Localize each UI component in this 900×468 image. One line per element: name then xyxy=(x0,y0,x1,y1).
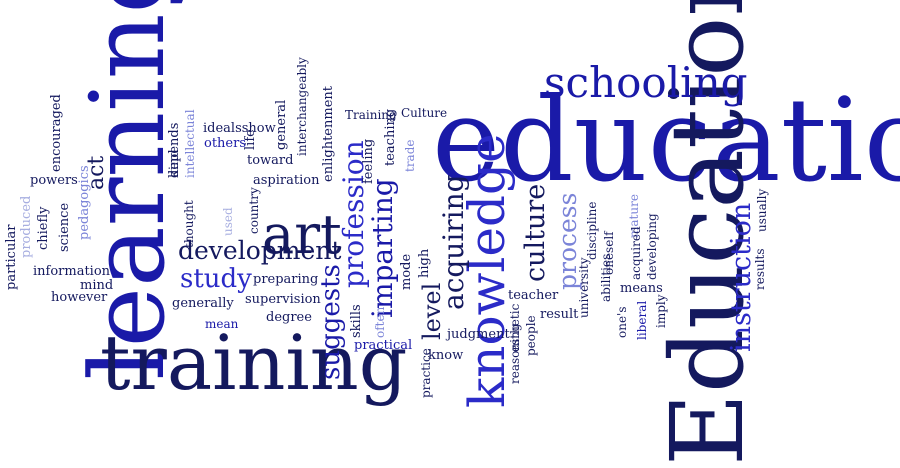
word-encouraged: aspiration xyxy=(253,173,320,188)
word-general: trade xyxy=(403,139,417,173)
word-pedagogics: toward xyxy=(247,153,294,168)
word-art: art xyxy=(262,203,342,266)
word-preparing: preparing xyxy=(253,272,319,287)
word-reasoning: teacher xyxy=(508,288,559,303)
word-thought: teaching xyxy=(383,108,398,166)
word-mode: know xyxy=(428,348,464,363)
word-used: Culture xyxy=(401,106,448,120)
word-teaching: practical xyxy=(354,338,413,353)
word-feeling: often xyxy=(373,306,387,338)
word-schooling: schooling xyxy=(544,58,748,107)
word-idealsshow: particular xyxy=(4,224,19,290)
word-supervision: supervision xyxy=(245,292,321,307)
word-enlightenment: high xyxy=(417,248,432,278)
word-developing: developing xyxy=(645,213,659,280)
word-culture-capital: intellectual xyxy=(183,109,197,178)
word-imparting: imparting xyxy=(366,178,399,318)
word-mind: mind xyxy=(80,278,114,293)
word-training-capital: others xyxy=(204,136,247,151)
word-particular: thought xyxy=(182,200,196,248)
word-know: encouraged xyxy=(49,94,64,172)
word-instruction: instruction xyxy=(726,202,757,352)
word-liberal: liberal xyxy=(635,300,649,340)
word-science: interchangeably xyxy=(295,57,309,156)
word-others: produced xyxy=(19,195,34,258)
word-mean: mean xyxy=(205,317,239,331)
word-university: discipline xyxy=(585,201,599,260)
word-life: Training xyxy=(345,108,397,122)
word-people: university xyxy=(577,257,591,318)
word-interchangeably: mode xyxy=(399,253,414,290)
word-practice: people xyxy=(524,315,538,356)
word-abilities: means xyxy=(620,281,663,296)
word-often: esthetic xyxy=(508,303,522,352)
word-esthetic: result xyxy=(540,307,579,322)
word-ones: one's xyxy=(615,306,629,338)
word-results: results xyxy=(753,248,767,290)
word-result: idealsshow xyxy=(203,121,276,136)
word-teacher: kind xyxy=(167,149,182,178)
word-study: study xyxy=(180,264,252,294)
word-education: education xyxy=(432,74,900,208)
word-generally: generally xyxy=(172,296,234,311)
word-intellectual: feeling xyxy=(361,138,376,184)
word-high: judgment xyxy=(447,327,510,342)
word-however: however xyxy=(51,290,108,305)
word-culture: culture xyxy=(520,183,551,282)
word-powers: powers xyxy=(30,173,78,188)
word-kind: country xyxy=(247,187,261,234)
word-information: information xyxy=(33,264,111,279)
word-trade: practice xyxy=(419,348,433,398)
word-mature: abilities xyxy=(599,253,613,302)
word-development: development xyxy=(178,236,342,265)
word-toward: chiefly xyxy=(36,206,51,250)
word-suggests: suggests xyxy=(316,264,346,380)
word-produced: used xyxy=(221,207,235,236)
word-means: life xyxy=(243,129,258,150)
word-acquired: acquired xyxy=(629,226,643,280)
word-imply: imply xyxy=(654,294,668,328)
word-usually: usually xyxy=(755,188,769,232)
word-training: training xyxy=(100,318,408,407)
word-practical: pedagogics xyxy=(77,165,92,240)
word-depends: enlightenment xyxy=(321,86,336,182)
word-level: level xyxy=(418,282,446,340)
word-aspiration: science xyxy=(57,202,72,252)
word-degree: degree xyxy=(266,310,312,325)
word-chiefly: general xyxy=(274,99,289,150)
word-country: skills xyxy=(349,304,364,338)
